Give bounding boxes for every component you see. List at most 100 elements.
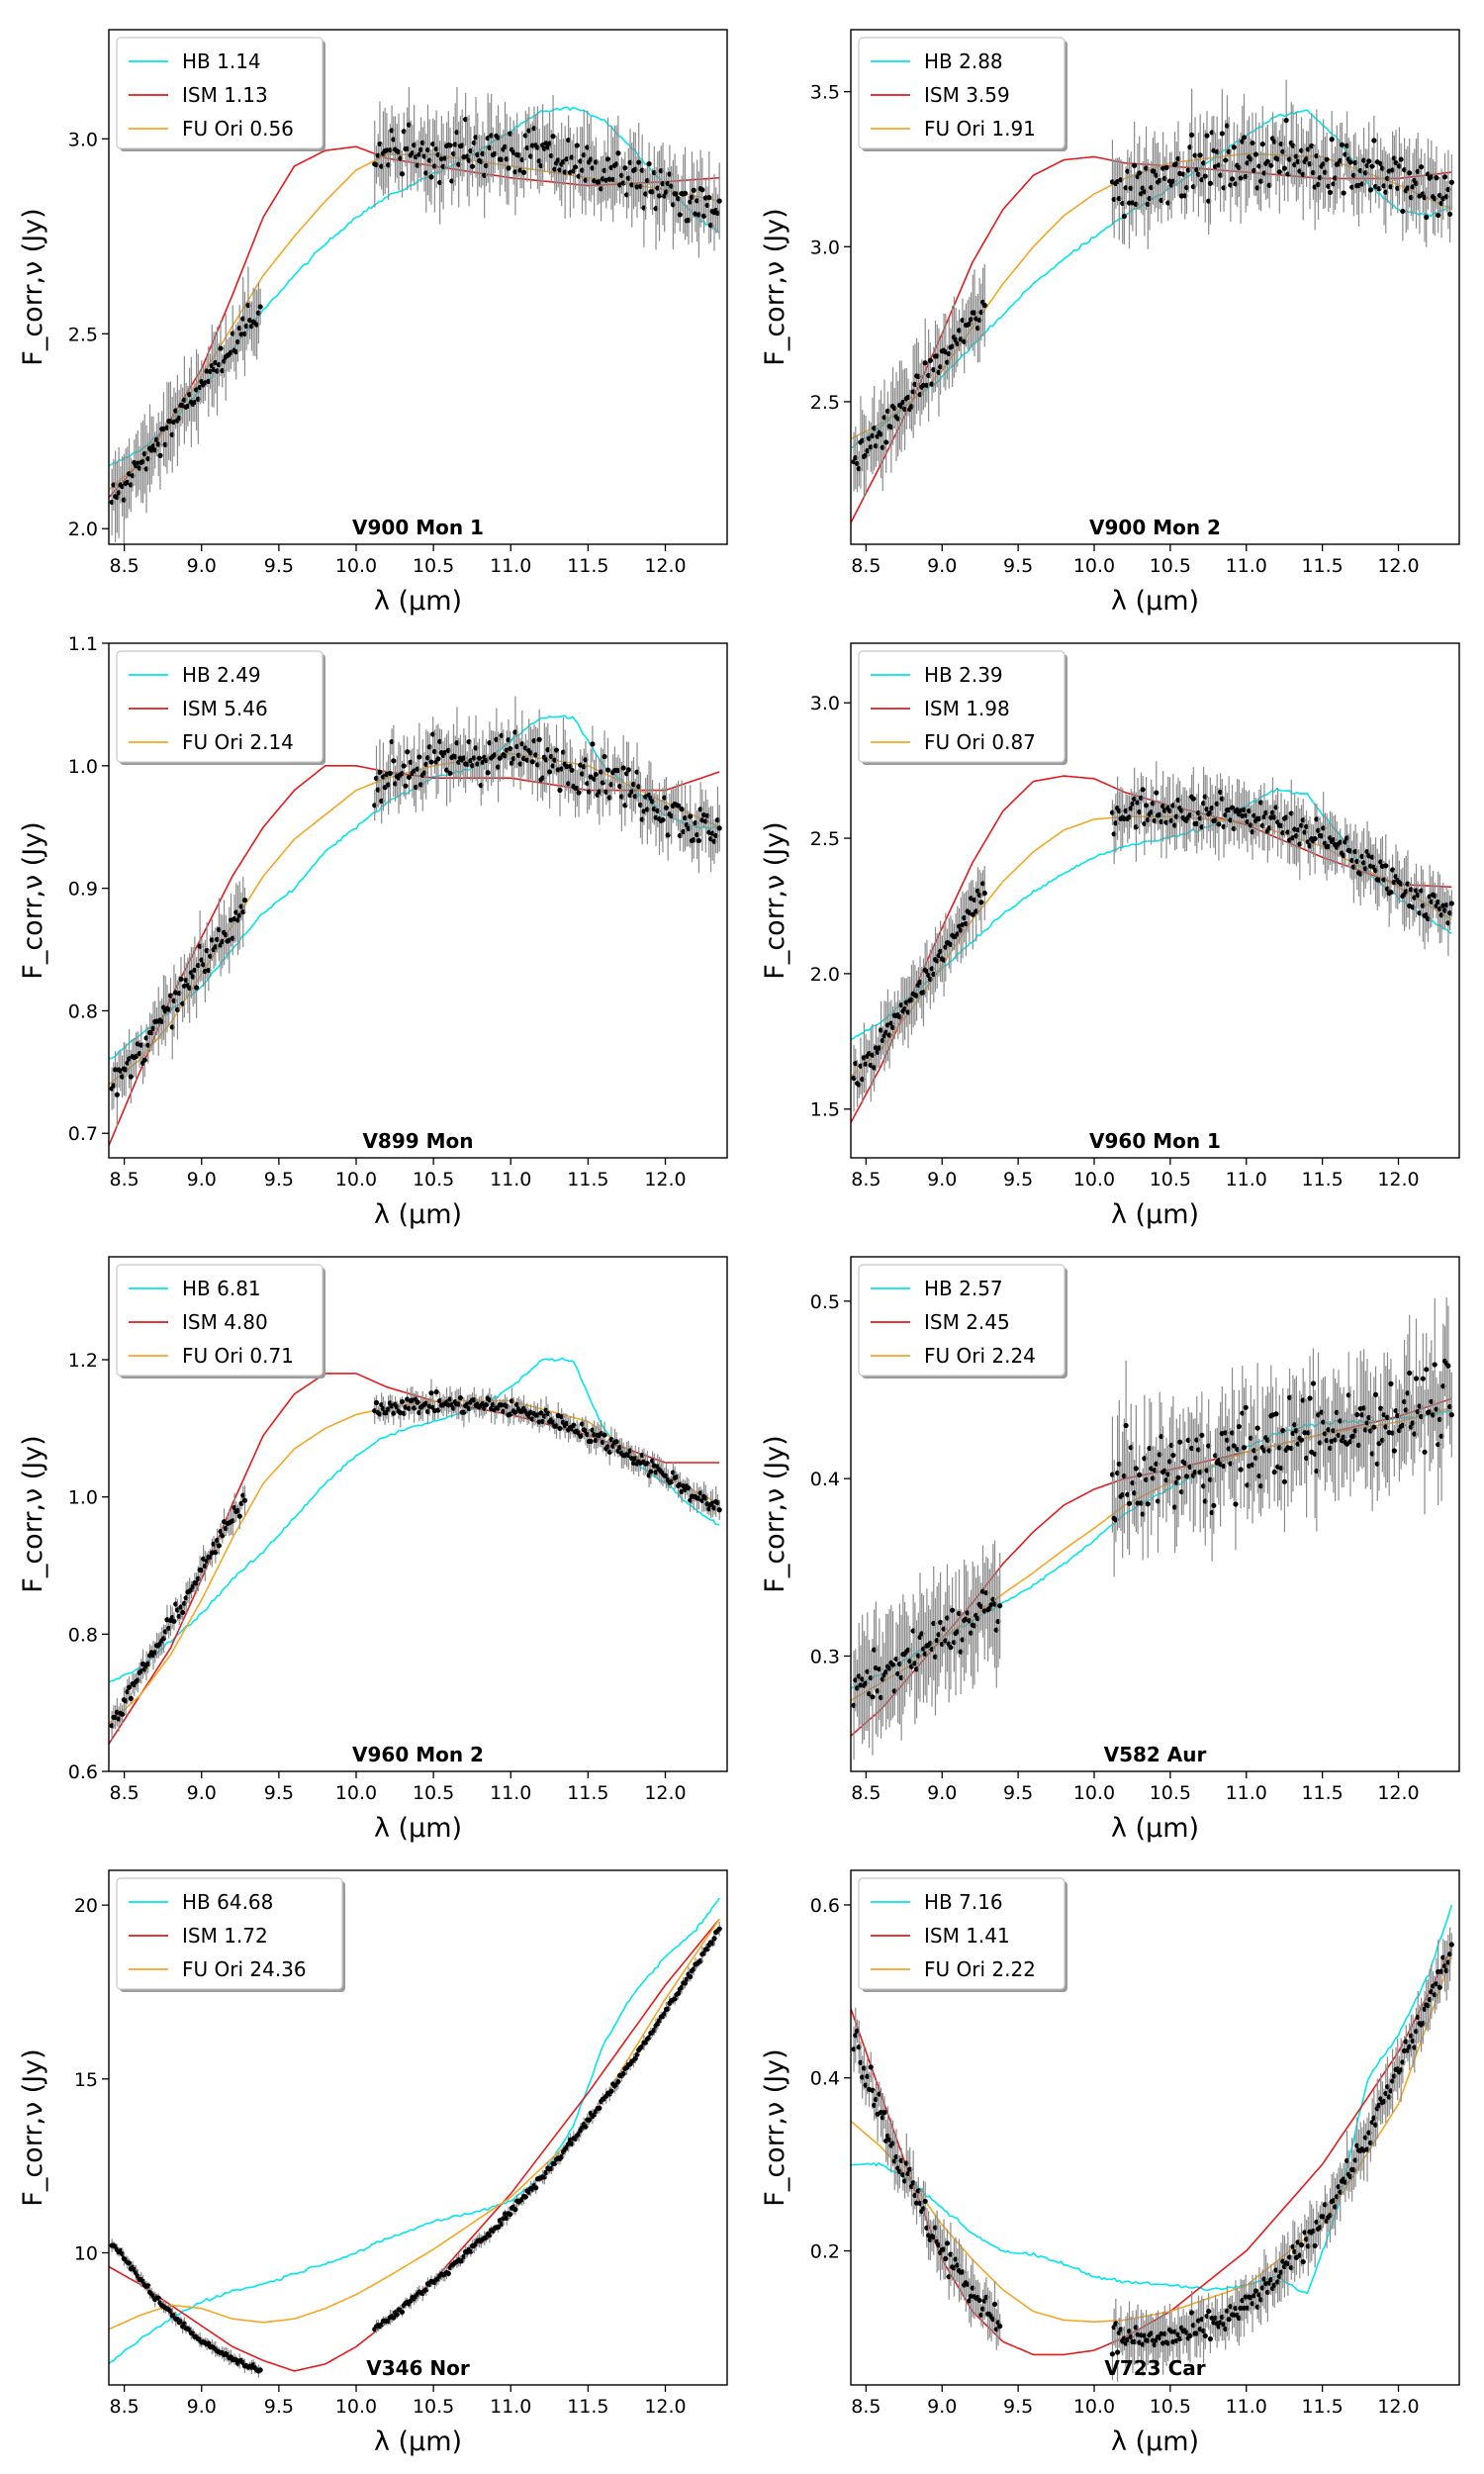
data-point bbox=[1407, 1370, 1413, 1377]
data-point bbox=[435, 756, 441, 762]
observed-data bbox=[109, 1921, 722, 2378]
data-point bbox=[1329, 137, 1335, 143]
legend-entry: ISM 1.98 bbox=[924, 697, 1010, 720]
data-point bbox=[608, 2088, 614, 2094]
legend-entry: FU Ori 2.24 bbox=[924, 1344, 1036, 1368]
data-point bbox=[1367, 187, 1374, 193]
data-point bbox=[970, 911, 975, 917]
data-point bbox=[716, 1926, 722, 1932]
legend: HB 6.81 ISM 4.80 FU Ori 0.71 bbox=[116, 1264, 325, 1379]
data-point bbox=[883, 439, 889, 445]
x-tick-label: 11.5 bbox=[567, 555, 608, 577]
data-point bbox=[1448, 1412, 1454, 1418]
data-point bbox=[706, 195, 712, 201]
data-point bbox=[1226, 2317, 1232, 2323]
data-point bbox=[636, 159, 642, 165]
data-point bbox=[1143, 803, 1150, 809]
x-tick-label: 9.0 bbox=[927, 1782, 957, 1804]
y-tick-label: 3.5 bbox=[810, 82, 840, 104]
data-point bbox=[119, 1711, 126, 1717]
legend-entry: HB 7.16 bbox=[924, 1890, 1003, 1914]
legend-entry: HB 2.39 bbox=[924, 663, 1003, 687]
data-point bbox=[428, 1390, 434, 1396]
data-point bbox=[696, 837, 701, 844]
axes-frame bbox=[850, 642, 1460, 1159]
data-point bbox=[586, 2117, 593, 2123]
plot-area bbox=[109, 1357, 722, 1745]
data-point bbox=[241, 1497, 248, 1503]
legend-entry: FU Ori 24.36 bbox=[182, 1957, 307, 1981]
data-point bbox=[699, 187, 705, 193]
y-tick-label: 0.6 bbox=[68, 1761, 98, 1783]
legend-entry: ISM 5.46 bbox=[182, 697, 268, 720]
data-point bbox=[1202, 2332, 1208, 2339]
data-point bbox=[1400, 208, 1406, 215]
data-point bbox=[476, 755, 483, 761]
x-tick-label: 8.5 bbox=[851, 2396, 881, 2418]
data-point bbox=[1366, 158, 1372, 164]
data-point bbox=[114, 1092, 120, 1097]
data-point bbox=[1424, 1367, 1430, 1373]
x-tick-label: 9.5 bbox=[264, 555, 294, 577]
data-point bbox=[1310, 1380, 1317, 1386]
legend-entry: HB 64.68 bbox=[182, 1890, 273, 1914]
y-tick-label: 0.5 bbox=[810, 1291, 840, 1313]
y-tick-label: 0.7 bbox=[68, 1123, 98, 1145]
data-point bbox=[538, 1410, 544, 1416]
data-point bbox=[373, 1399, 380, 1406]
data-point bbox=[1413, 1376, 1420, 1381]
data-point bbox=[1448, 179, 1454, 185]
data-point bbox=[1276, 169, 1282, 175]
observed-data bbox=[851, 761, 1454, 1112]
x-axis-label: λ (μm) bbox=[1111, 2426, 1199, 2457]
x-tick-label: 11.0 bbox=[1226, 555, 1267, 577]
data-point bbox=[141, 1057, 147, 1063]
data-point bbox=[1298, 2241, 1305, 2248]
data-point bbox=[236, 1513, 242, 1519]
data-point bbox=[180, 1609, 186, 1616]
x-tick-label: 10.0 bbox=[335, 555, 377, 577]
x-tick-label: 11.0 bbox=[490, 555, 531, 577]
x-tick-label: 10.0 bbox=[1073, 1169, 1115, 1190]
panel-title: V723 Car bbox=[1104, 2356, 1205, 2380]
legend-entry: ISM 1.41 bbox=[924, 1924, 1010, 1948]
x-tick-label: 10.5 bbox=[413, 555, 454, 577]
x-axis-label: λ (μm) bbox=[374, 1813, 462, 1844]
x-tick-label: 9.0 bbox=[927, 2396, 957, 2418]
legend-entry: FU Ori 1.91 bbox=[924, 117, 1036, 141]
data-point bbox=[546, 769, 553, 775]
x-tick-label: 11.5 bbox=[567, 1169, 608, 1190]
data-point bbox=[1236, 1423, 1242, 1430]
data-point bbox=[1254, 1425, 1260, 1431]
y-tick-label: 0.3 bbox=[810, 1646, 840, 1667]
series-line-hb bbox=[109, 1897, 720, 2365]
data-point bbox=[572, 164, 579, 170]
x-tick-label: 9.0 bbox=[187, 2396, 217, 2418]
data-point bbox=[922, 2198, 928, 2205]
data-point bbox=[1434, 175, 1439, 181]
data-point bbox=[1300, 2258, 1306, 2265]
data-point bbox=[688, 1973, 694, 1980]
data-point bbox=[157, 452, 163, 458]
data-point bbox=[1312, 2242, 1318, 2248]
data-point bbox=[868, 2064, 874, 2070]
data-point bbox=[716, 198, 722, 204]
data-point bbox=[1229, 805, 1236, 810]
data-point bbox=[1241, 135, 1248, 141]
panel-6: 8.5 9.0 9.5 10.0 10.5 11.0 11.5 12.0 0.3 0.4 0.5 λ … bbox=[760, 1256, 1460, 1844]
data-point bbox=[613, 1439, 619, 1445]
y-tick-label: 0.9 bbox=[68, 879, 98, 901]
data-point bbox=[1327, 189, 1334, 196]
data-point bbox=[194, 985, 200, 991]
data-point bbox=[1372, 1391, 1379, 1397]
x-tick-label: 12.0 bbox=[644, 2396, 686, 2418]
observed-data bbox=[851, 1927, 1454, 2382]
x-tick-label: 10.5 bbox=[413, 1169, 454, 1190]
data-point bbox=[927, 357, 933, 363]
y-tick-label: 2.5 bbox=[810, 828, 840, 850]
data-point bbox=[399, 2309, 406, 2315]
data-point bbox=[405, 749, 411, 755]
legend-box bbox=[858, 1264, 1066, 1377]
observed-data bbox=[109, 86, 722, 544]
data-point bbox=[1432, 1362, 1438, 1368]
